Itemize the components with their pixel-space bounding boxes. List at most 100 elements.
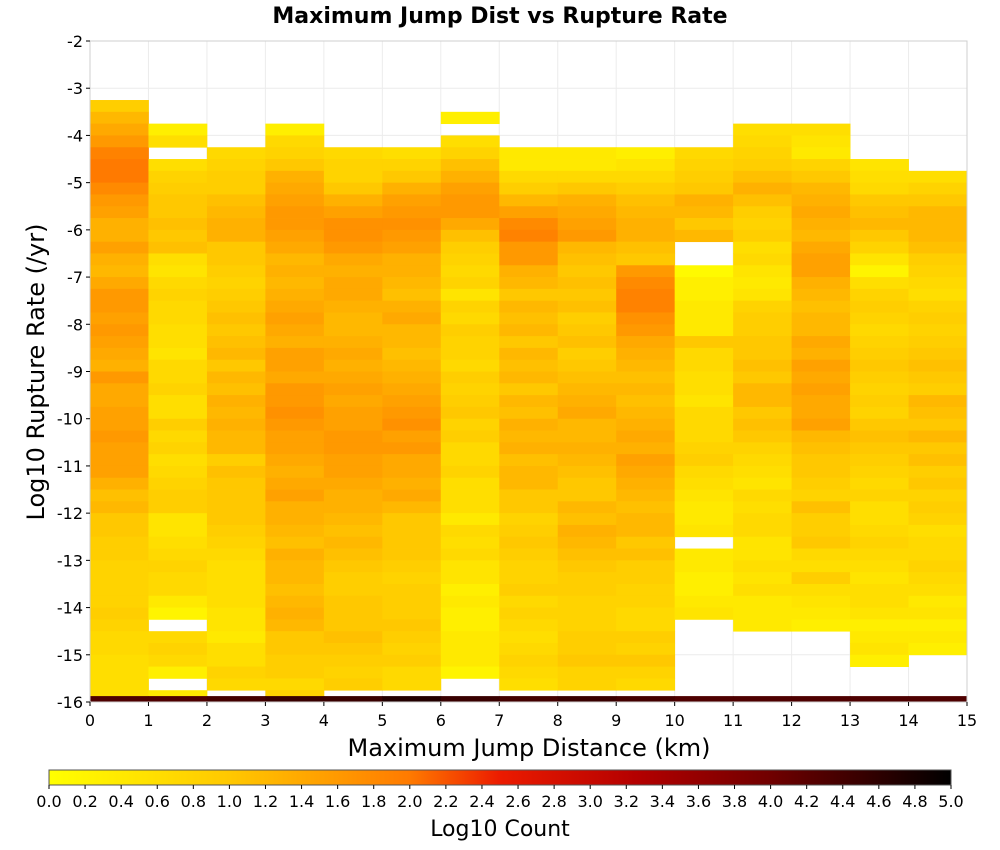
heatmap-cell (440, 159, 500, 172)
heatmap-cell (557, 170, 617, 184)
heatmap-cell (265, 666, 325, 679)
heatmap-cell (90, 111, 149, 125)
heatmap-cell (440, 489, 500, 502)
heatmap-cell (90, 524, 149, 538)
heatmap-cell (557, 147, 617, 160)
heatmap-cell (674, 359, 734, 372)
heatmap-cell (557, 560, 617, 573)
heatmap-cell (557, 418, 617, 431)
y-tick-label: -12 (57, 504, 83, 523)
heatmap-cell (323, 572, 383, 585)
heatmap-cell (440, 371, 500, 384)
heatmap-cell (733, 277, 792, 290)
heatmap-cell (265, 123, 325, 136)
heatmap-cell (323, 300, 383, 313)
heatmap-cell (382, 607, 442, 620)
heatmap-cell (265, 642, 325, 656)
heatmap-cell (265, 253, 325, 266)
x-tick-label: 0 (85, 711, 95, 730)
heatmap-cell (674, 560, 734, 573)
heatmap-cell (850, 548, 909, 561)
heatmap-cell (382, 288, 442, 302)
heatmap-cell (382, 642, 442, 656)
heatmap-cell (440, 595, 500, 608)
heatmap-cell (323, 406, 383, 420)
heatmap-cell (382, 277, 442, 290)
heatmap-cell (557, 572, 617, 585)
colorbar-tick-label: 0.8 (181, 792, 206, 811)
heatmap-cell (148, 501, 208, 514)
heatmap-cell (791, 123, 851, 136)
heatmap-cell (206, 383, 266, 396)
x-tick-label: 14 (898, 711, 918, 730)
heatmap-cell (323, 324, 383, 337)
heatmap-cell (791, 206, 851, 219)
heatmap-cell (90, 678, 149, 691)
heatmap-cell (791, 347, 851, 361)
heatmap-cell (908, 371, 968, 384)
heatmap-cell (90, 666, 149, 679)
heatmap-cell (206, 406, 266, 420)
heatmap-cell (440, 548, 500, 561)
colorbar-tick-label: 0.4 (108, 792, 133, 811)
heatmap-cell (616, 194, 676, 207)
heatmap-cell (791, 430, 851, 443)
heatmap-cell (90, 229, 149, 243)
heatmap-cell (323, 454, 383, 467)
heatmap-cell (148, 123, 208, 136)
heatmap-cell (557, 619, 617, 632)
heatmap-cell (90, 371, 149, 384)
heatmap-cell (850, 454, 909, 467)
heatmap-cell (499, 619, 559, 632)
heatmap-cell (499, 560, 559, 573)
heatmap-cell (557, 324, 617, 337)
heatmap-cell (206, 253, 266, 266)
heatmap-cell (499, 159, 559, 172)
heatmap-cell (206, 395, 266, 408)
heatmap-cell (206, 595, 266, 608)
heatmap-cell (499, 347, 559, 361)
heatmap-cell (557, 336, 617, 349)
heatmap-cell (440, 147, 500, 160)
y-tick-label: -4 (67, 126, 83, 145)
heatmap-cell (733, 595, 792, 608)
heatmap-cell (733, 583, 792, 597)
heatmap-cell (616, 465, 676, 479)
heatmap-cell (791, 288, 851, 302)
heatmap-cell (616, 430, 676, 443)
heatmap-cell (323, 666, 383, 679)
heatmap-cell (616, 572, 676, 585)
x-tick-label: 6 (436, 711, 446, 730)
heatmap-cell (733, 560, 792, 573)
colorbar-tick-label: 4.2 (794, 792, 819, 811)
heatmap-cell (908, 513, 968, 526)
heatmap-cell (674, 288, 734, 302)
heatmap-cell (382, 359, 442, 372)
heatmap-cell (440, 170, 500, 184)
heatmap-cell (499, 631, 559, 644)
heatmap-cell (265, 595, 325, 608)
heatmap-cell (206, 182, 266, 195)
colorbar-tick-label: 2.8 (541, 792, 566, 811)
heatmap-cell (850, 265, 909, 278)
heatmap-cell (440, 324, 500, 337)
heatmap-cell (148, 383, 208, 396)
heatmap-cell (382, 395, 442, 408)
heatmap-cell (148, 666, 208, 679)
heatmap-cell (382, 595, 442, 608)
heatmap-cell (557, 359, 617, 372)
colorbar-tick-label: 4.0 (758, 792, 783, 811)
heatmap-cell (90, 477, 149, 490)
heatmap-cell (323, 288, 383, 302)
heatmap-cell (90, 489, 149, 502)
heatmap-cell (850, 696, 909, 702)
heatmap-cell (616, 619, 676, 632)
heatmap-cell (265, 501, 325, 514)
heatmap-cell (206, 536, 266, 549)
heatmap-cell (323, 218, 383, 231)
heatmap-cell (674, 454, 734, 467)
heatmap-cell (850, 182, 909, 195)
heatmap-cell (616, 454, 676, 467)
heatmap-cell (908, 265, 968, 278)
heatmap-cell (323, 678, 383, 691)
